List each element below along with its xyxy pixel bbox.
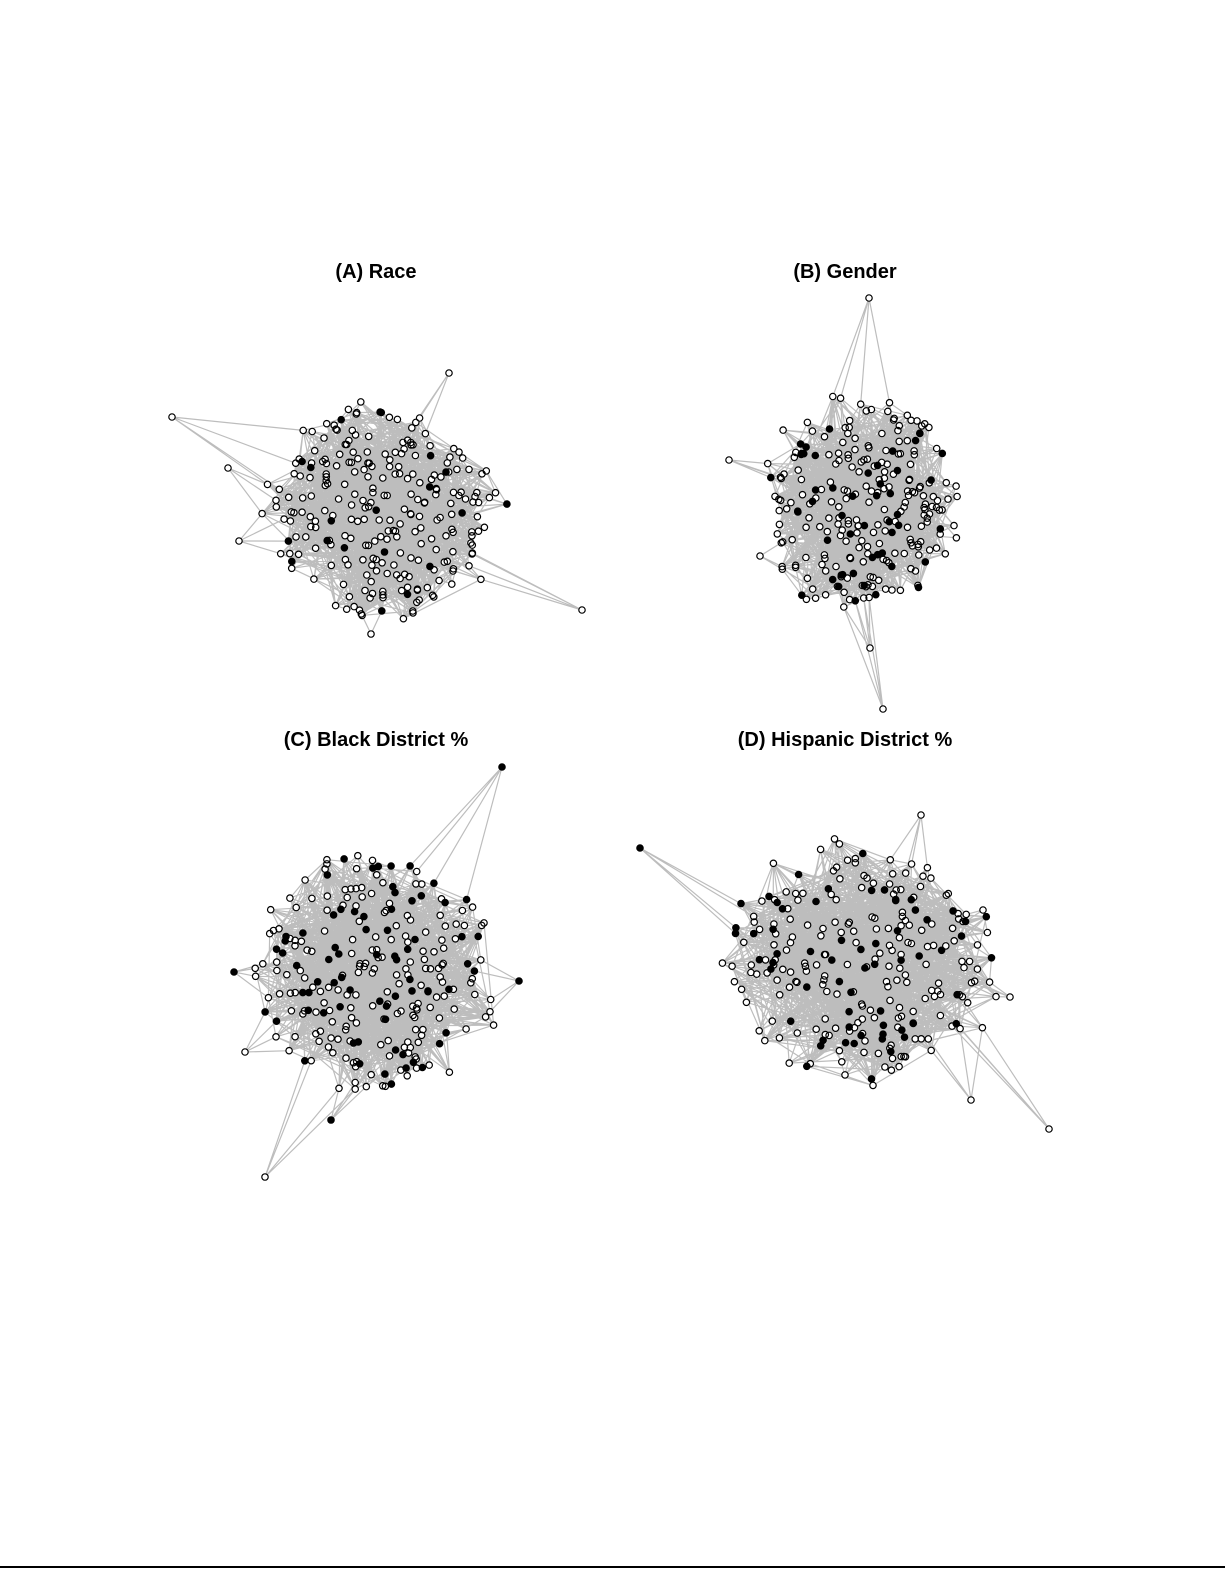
white-nodes (168, 369, 586, 638)
panel-title: (D) Hispanic District % (738, 729, 953, 751)
panel-title: (A) Race (335, 261, 416, 283)
white-nodes (241, 851, 498, 1181)
networks (168, 294, 1053, 1181)
white-nodes (718, 811, 1053, 1133)
black-nodes (636, 844, 996, 1083)
white-nodes (725, 294, 961, 713)
black-nodes (230, 763, 523, 1124)
black-nodes (767, 425, 947, 605)
panel-title: (C) Black District % (284, 729, 469, 751)
panel-title: (B) Gender (793, 261, 897, 283)
black-nodes (284, 408, 511, 615)
